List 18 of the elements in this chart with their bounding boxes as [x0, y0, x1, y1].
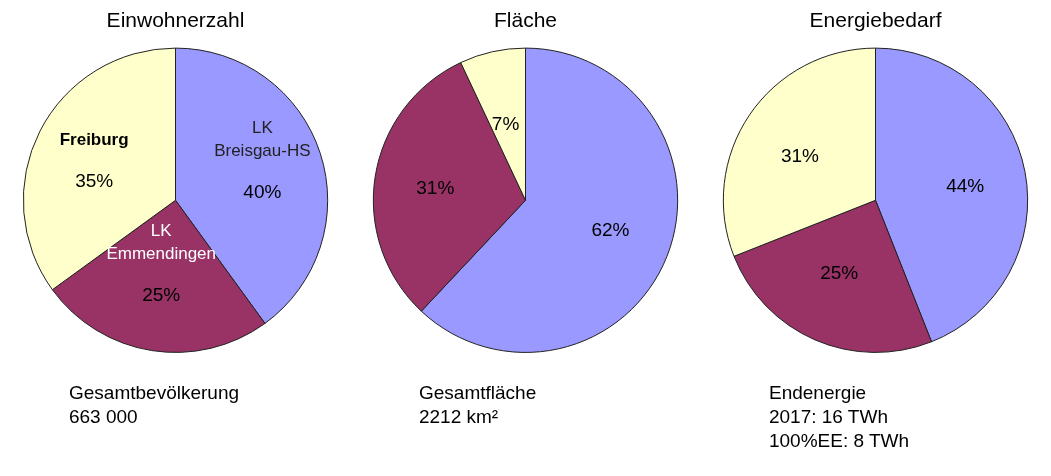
text: Gesamtfläche 2212 km²	[418, 382, 537, 428]
data-label: 31%	[416, 177, 455, 199]
data-label: 35%	[75, 169, 114, 191]
data-label: 44%	[946, 174, 985, 196]
data-label: 25%	[820, 262, 859, 284]
data-label: 62%	[591, 218, 630, 240]
chart-title: Energiebedarf	[809, 7, 942, 31]
text: Gesamtbevölkerung 663 000	[68, 382, 240, 428]
slice-label: Freiburg	[59, 129, 129, 149]
data-label: 40%	[243, 181, 282, 203]
data-label: 25%	[142, 283, 181, 305]
data-label: 7%	[491, 112, 520, 134]
slice-label: LK Emmendingen	[106, 220, 217, 263]
chart-title: Fläche	[493, 7, 558, 31]
text: Endenergie 2017: 16 TWh 100%EE: 8 TWh	[768, 382, 910, 452]
slice-label: LK Breisgau-HS	[214, 118, 311, 161]
chart-title: Einwohnerzahl	[106, 7, 245, 31]
data-label: 31%	[780, 145, 820, 167]
